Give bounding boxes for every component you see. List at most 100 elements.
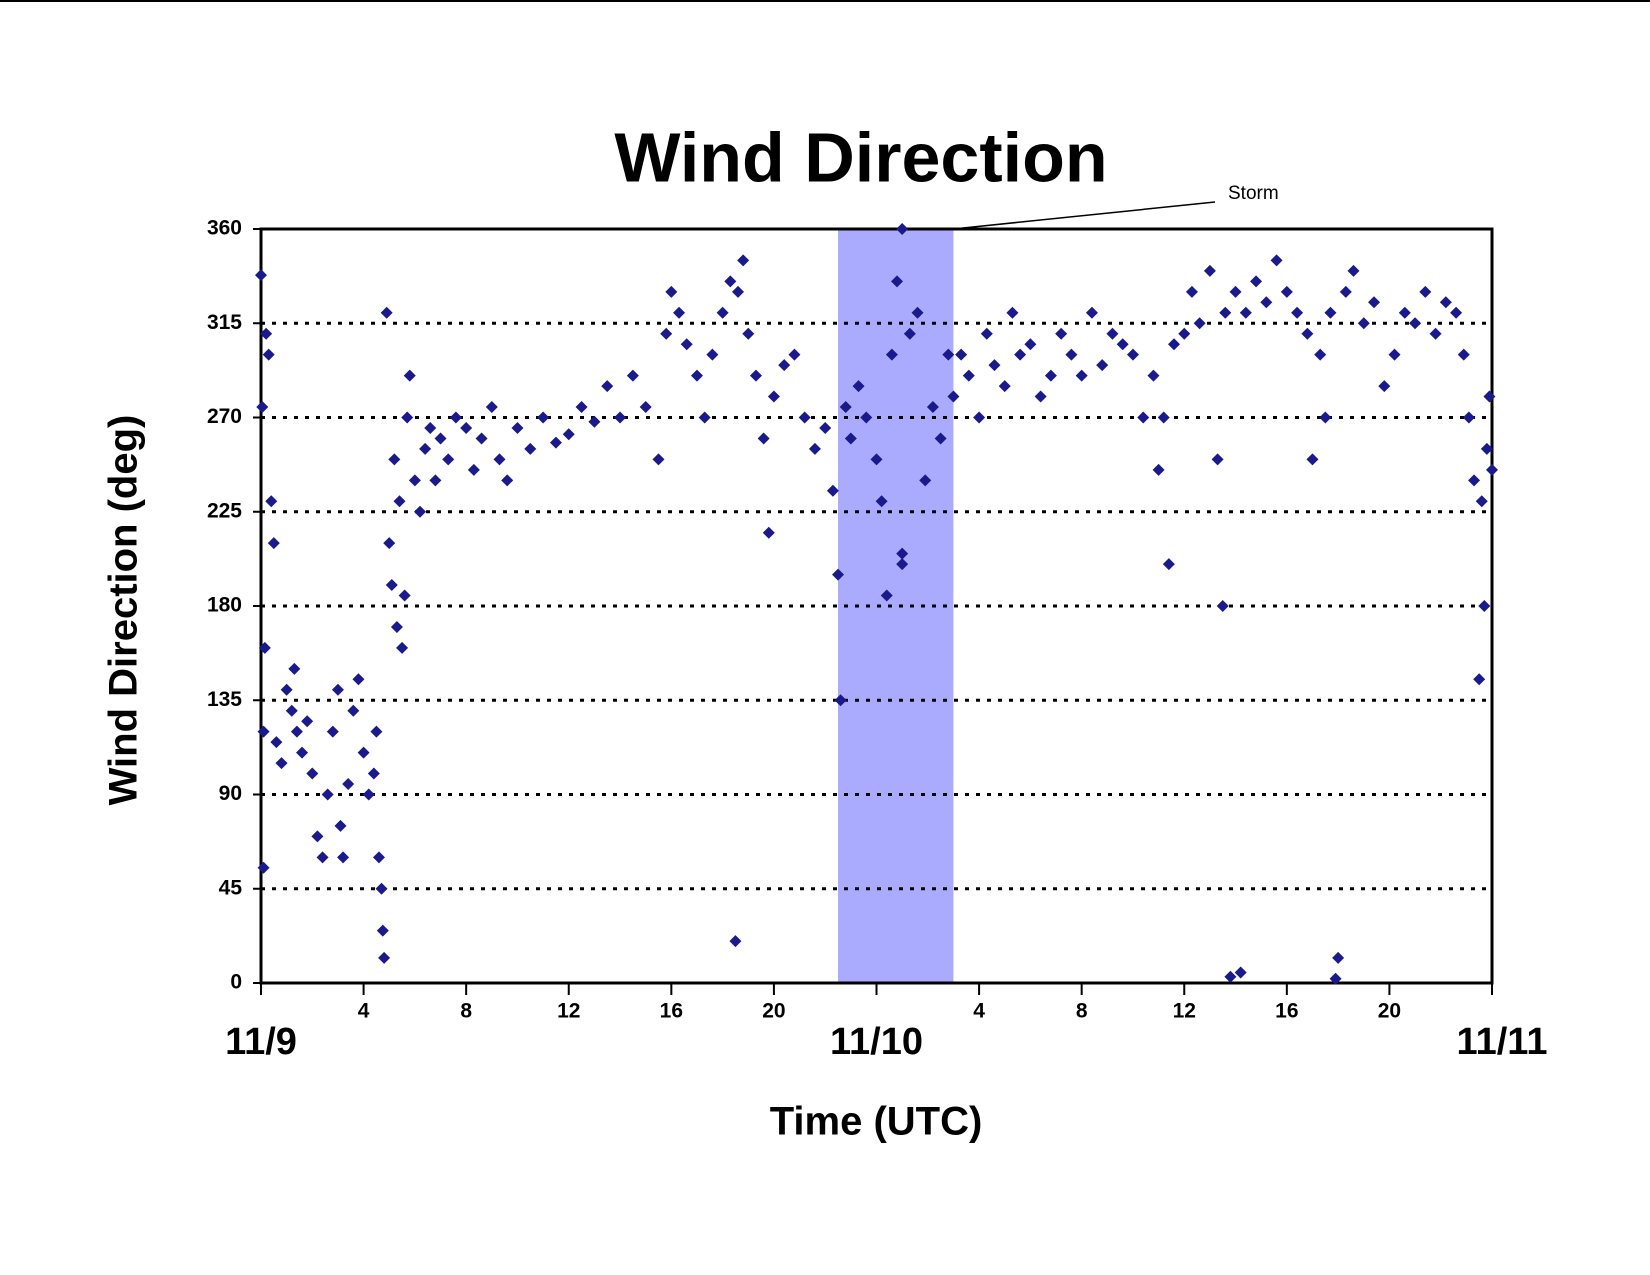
- data-point: [1409, 317, 1422, 330]
- x-tick-label: 8: [460, 1000, 472, 1023]
- data-point: [378, 951, 391, 964]
- data-point: [1280, 285, 1293, 298]
- data-point: [258, 641, 271, 654]
- data-point: [896, 223, 909, 235]
- x-tick-label: 16: [1275, 1000, 1298, 1023]
- x-tick-label: 12: [1173, 1000, 1196, 1023]
- data-point: [1378, 380, 1391, 393]
- x-date-label: 11/10: [830, 1021, 923, 1063]
- y-tick-label: 0: [230, 971, 242, 994]
- data-point: [376, 924, 389, 937]
- data-point: [398, 589, 411, 602]
- data-point: [716, 306, 729, 319]
- data-point: [839, 401, 852, 414]
- data-point: [788, 348, 801, 361]
- data-point: [665, 285, 678, 298]
- x-date-label: 11/11: [1457, 1021, 1548, 1063]
- data-point: [362, 788, 375, 801]
- data-point: [1034, 390, 1047, 403]
- data-point: [749, 369, 762, 382]
- data-point: [385, 579, 398, 592]
- x-axis-label: Time (UTC): [770, 1100, 983, 1144]
- y-tick-label: 270: [207, 405, 242, 428]
- data-point: [1478, 600, 1491, 612]
- data-point: [1229, 285, 1242, 298]
- data-point: [280, 683, 293, 696]
- data-point: [331, 683, 344, 696]
- data-point: [267, 537, 280, 550]
- data-point: [285, 704, 298, 717]
- data-point: [334, 819, 347, 832]
- data-point: [1301, 327, 1314, 340]
- data-point: [414, 505, 427, 518]
- data-point: [375, 882, 388, 895]
- data-point: [588, 415, 601, 428]
- data-point: [257, 725, 270, 738]
- data-point: [832, 568, 845, 581]
- y-axis-label: Wind Direction (deg): [102, 415, 146, 806]
- data-point: [467, 463, 480, 476]
- data-point: [706, 348, 719, 361]
- data-point: [1193, 317, 1206, 330]
- data-point: [424, 421, 437, 434]
- data-point: [947, 390, 960, 403]
- data-point: [1211, 453, 1224, 466]
- data-point: [1329, 972, 1342, 985]
- x-tick-label: 16: [660, 1000, 683, 1023]
- data-point: [357, 746, 370, 759]
- data-point: [742, 327, 755, 340]
- data-point: [1457, 348, 1470, 361]
- data-point: [460, 421, 473, 434]
- data-point: [870, 453, 883, 466]
- data-point: [419, 442, 432, 455]
- data-point: [1219, 306, 1232, 319]
- y-tick-label: 360: [207, 217, 242, 240]
- data-point: [1486, 463, 1498, 476]
- data-point: [1260, 296, 1273, 309]
- data-point: [429, 474, 442, 487]
- y-tick-label: 180: [207, 594, 242, 617]
- data-point: [1398, 306, 1411, 319]
- data-point: [808, 442, 821, 455]
- annotation-label: Storm: [1228, 183, 1279, 204]
- data-point: [1014, 348, 1027, 361]
- data-point: [1324, 306, 1337, 319]
- data-point: [275, 757, 288, 770]
- x-tick-label: 12: [557, 1000, 580, 1023]
- data-point: [1347, 264, 1360, 277]
- data-point: [393, 495, 406, 508]
- data-point: [296, 746, 309, 759]
- data-point: [732, 285, 745, 298]
- data-point: [729, 935, 742, 948]
- data-point: [442, 453, 455, 466]
- data-point: [485, 401, 498, 414]
- data-point: [1419, 285, 1432, 298]
- data-point: [562, 428, 575, 441]
- data-point: [326, 725, 339, 738]
- data-point: [256, 401, 269, 414]
- y-tick-label: 90: [219, 782, 242, 805]
- data-point: [998, 380, 1011, 393]
- data-point: [1152, 463, 1165, 476]
- data-point: [834, 694, 847, 707]
- data-point: [926, 401, 939, 414]
- data-point: [1250, 275, 1263, 288]
- annotation-leader: [953, 201, 1216, 230]
- chart-title: Wind Direction: [614, 118, 1107, 196]
- data-point: [601, 380, 614, 393]
- data-point: [396, 641, 409, 654]
- data-point: [383, 537, 396, 550]
- data-point: [255, 269, 267, 282]
- data-point: [614, 411, 627, 424]
- x-tick-label: 20: [1378, 1000, 1401, 1023]
- data-point: [1167, 338, 1180, 351]
- data-point: [1055, 327, 1068, 340]
- data-point: [955, 348, 968, 361]
- data-point: [265, 495, 278, 508]
- data-point: [1462, 411, 1475, 424]
- data-point: [1137, 411, 1150, 424]
- data-point: [1024, 338, 1037, 351]
- data-point: [380, 306, 393, 319]
- data-point: [639, 401, 652, 414]
- x-tick-label: 8: [1076, 1000, 1088, 1023]
